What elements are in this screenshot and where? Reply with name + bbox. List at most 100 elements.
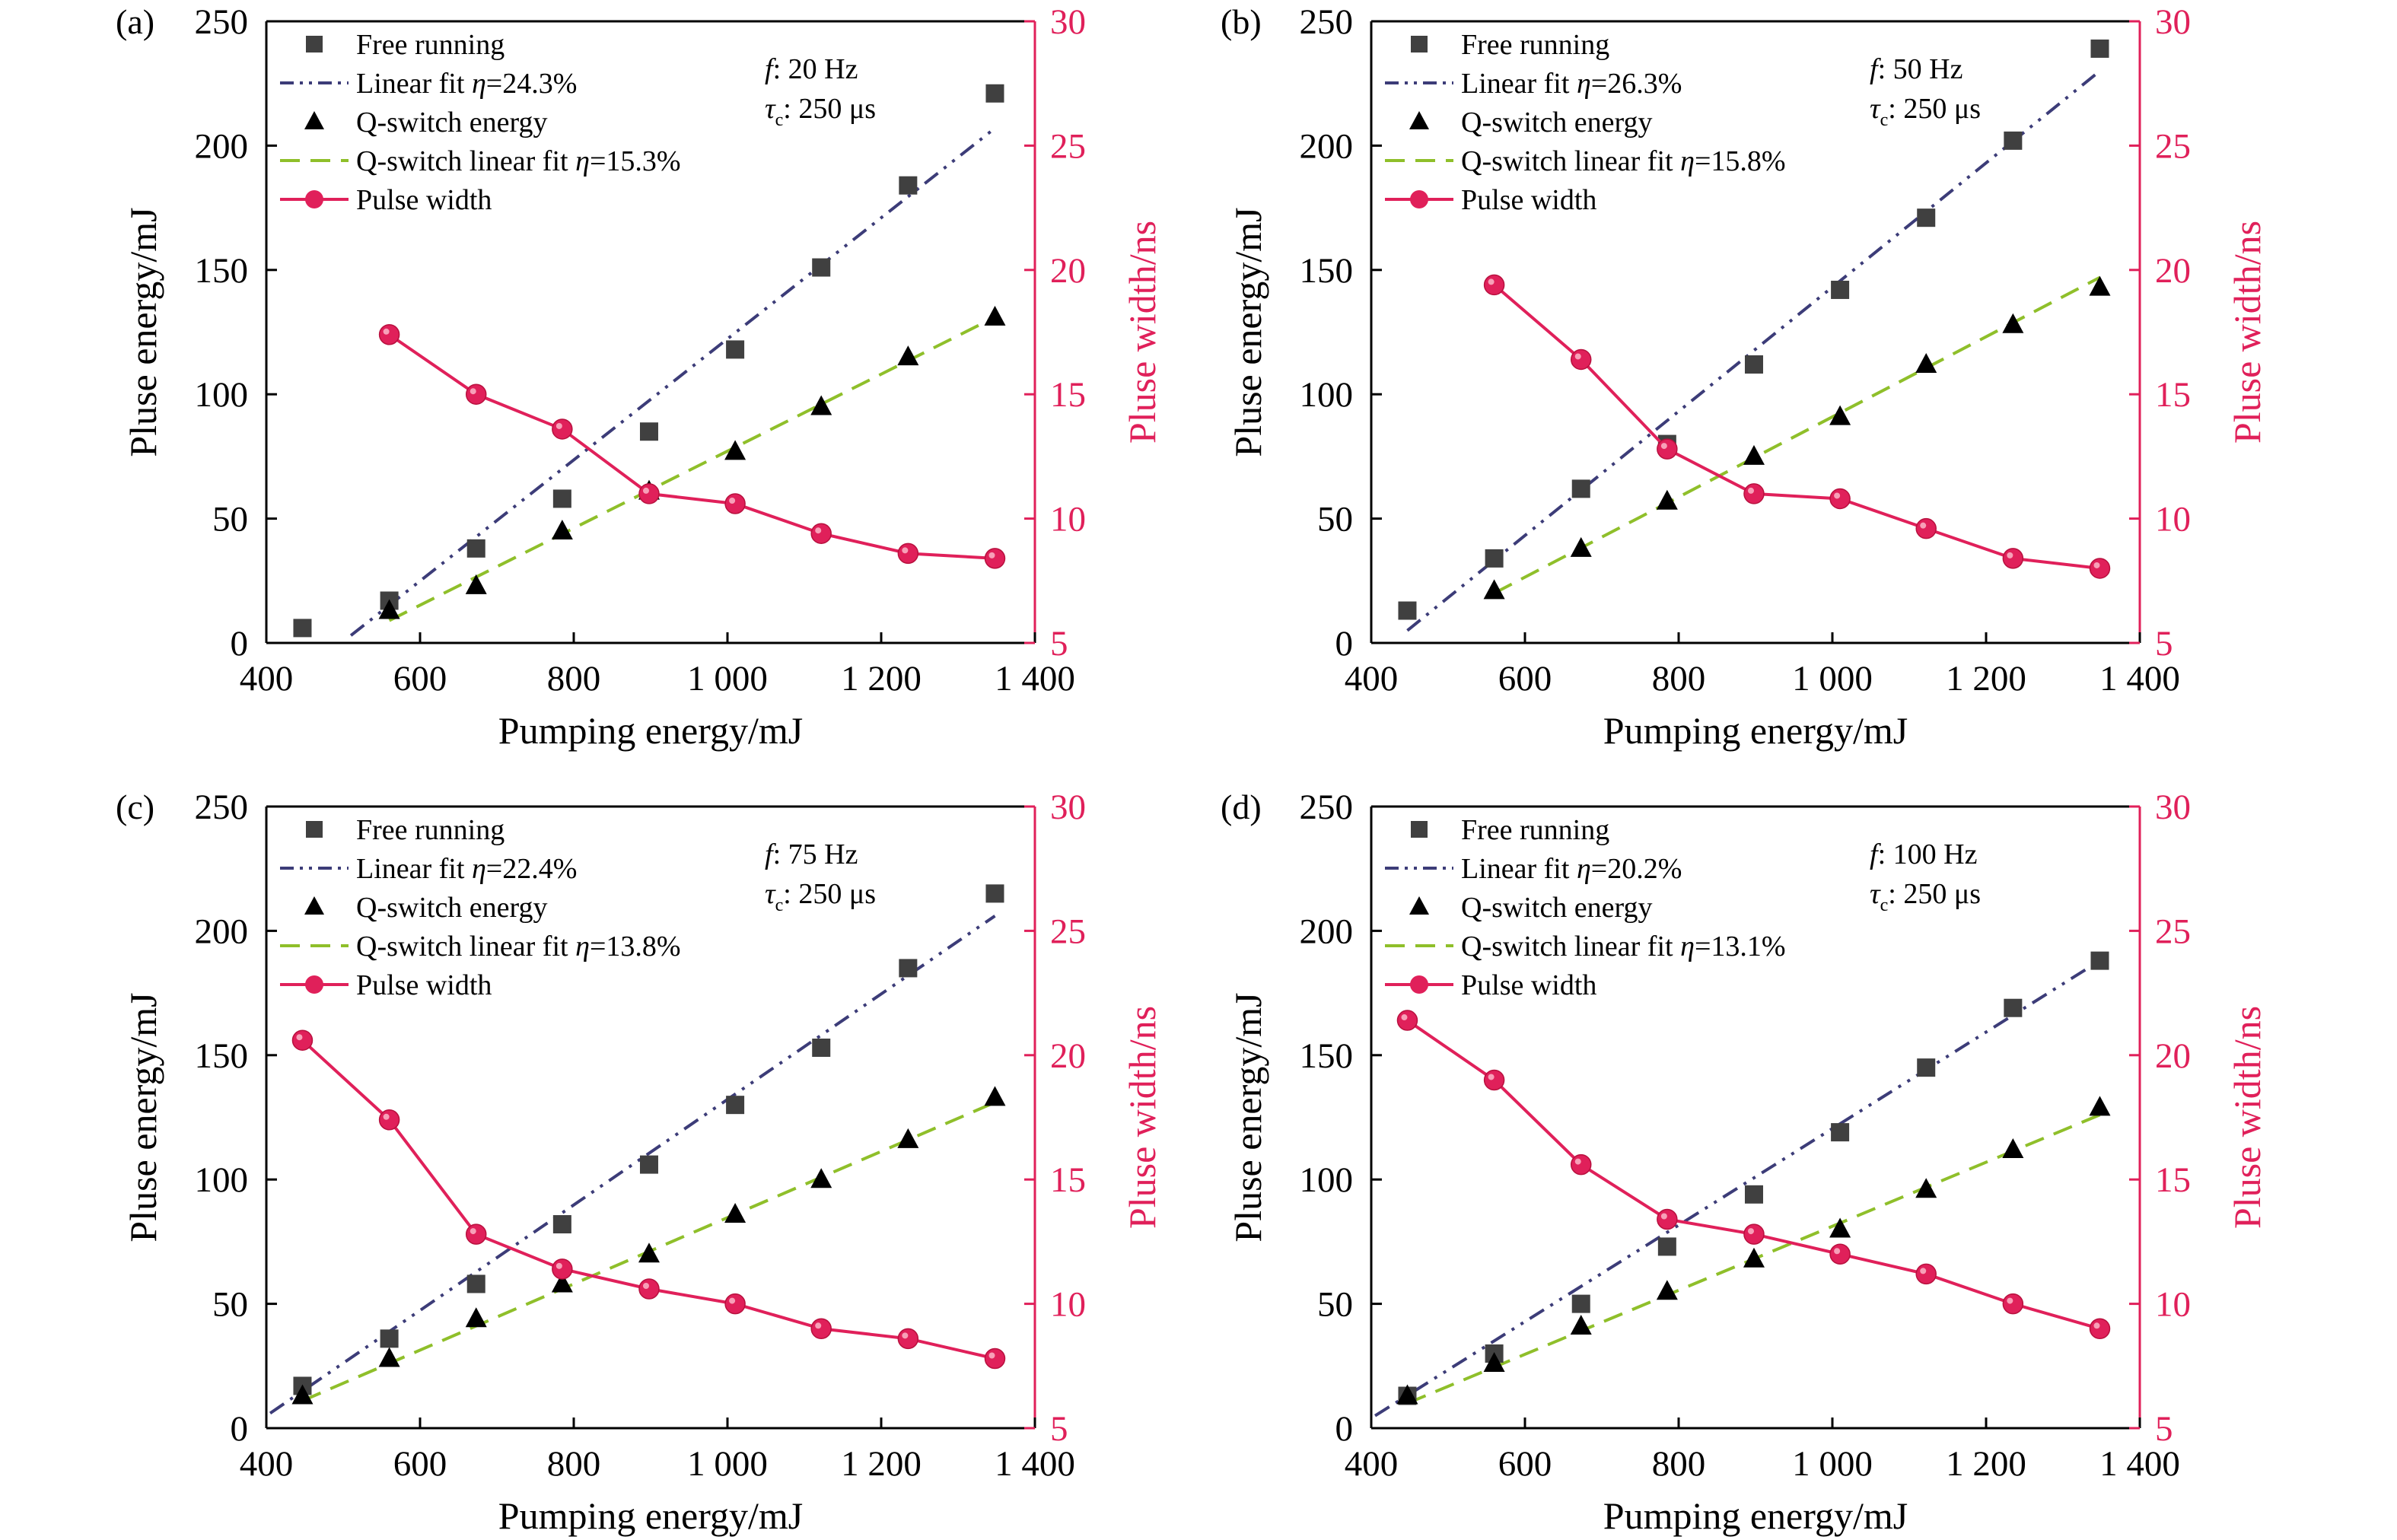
right-y-tick-label: 20 [1050, 251, 1086, 291]
right-y-axis-title: Pluse width/ns [2226, 1006, 2268, 1229]
right-y-tick-label: 20 [2155, 1036, 2191, 1076]
qswitch-energy-point [1829, 1217, 1851, 1238]
x-tick-label: 1 400 [995, 659, 1075, 698]
qswitch-energy-point [897, 1128, 919, 1148]
left-y-axis-title: Pluse energy/mJ [1227, 992, 1269, 1242]
x-tick-label: 600 [393, 659, 447, 698]
right-y-tick-label: 30 [1050, 788, 1086, 827]
qswitch-energy-point [2089, 275, 2111, 296]
pulse-width-point [552, 1258, 573, 1280]
qswitch-fit-line [1493, 275, 2101, 595]
pulse-width-point [1570, 1153, 1592, 1176]
x-tick-label: 400 [1345, 659, 1399, 698]
legend-pulse-width-marker [305, 190, 323, 208]
legend-pulse-width-marker [305, 975, 323, 994]
pulse-width-point [1915, 517, 1937, 539]
free-running-point [1831, 1123, 1850, 1142]
pulse-width-point [1915, 1263, 1937, 1285]
panel-label: (c) [116, 788, 154, 826]
left-y-tick-label: 150 [1300, 251, 1354, 291]
right-y-tick-label: 20 [1050, 1036, 1086, 1076]
free-running-point [726, 340, 745, 359]
qswitch-energy-point [897, 345, 919, 366]
right-y-tick-label: 25 [1050, 126, 1086, 166]
right-y-tick-label: 30 [2155, 2, 2191, 42]
qswitch-energy-point [724, 1202, 746, 1223]
free-running-point [985, 884, 1004, 903]
pulse-width-point [1483, 274, 1505, 296]
free-running-point [812, 1038, 831, 1057]
qswitch-energy-point [551, 1272, 573, 1293]
legend-free-running-marker [1411, 36, 1428, 52]
free-running-point [466, 539, 485, 558]
left-y-tick-label: 150 [195, 251, 249, 291]
pulse-width-point-highlight [1920, 522, 1927, 529]
qswitch-energy-point [551, 519, 573, 539]
pulse-width-line [1493, 283, 2100, 570]
pulse-width-point [378, 324, 400, 345]
qswitch-energy-point [1743, 1247, 1765, 1268]
free-running-point [899, 959, 918, 978]
left-y-axis-title: Pluse energy/mJ [1227, 207, 1269, 457]
free-running-point [1398, 601, 1417, 620]
left-y-axis-title: Pluse energy/mJ [122, 992, 164, 1242]
x-tick-label: 1 000 [1792, 1444, 1873, 1484]
pulse-width-point-highlight [470, 1228, 476, 1235]
right-y-tick-label: 15 [2155, 375, 2191, 415]
legend-free-running-marker [306, 36, 323, 52]
pulse-width-point-highlight [1660, 1213, 1667, 1220]
left-y-tick-label: 50 [1317, 500, 1353, 539]
pulse-width-point-highlight [642, 1282, 649, 1289]
pulse-width-point-highlight [470, 388, 476, 395]
pulse-width-point [638, 483, 660, 504]
x-tick-label: 600 [1498, 1444, 1552, 1484]
pulse-width-point-highlight [902, 1332, 909, 1339]
pulse-width-point [291, 1029, 314, 1051]
pulse-width-point-highlight [988, 552, 995, 558]
x-tick-label: 800 [1652, 659, 1706, 698]
x-tick-label: 1 000 [687, 659, 768, 698]
free-running-point [2004, 131, 2023, 150]
left-y-tick-label: 250 [195, 788, 249, 827]
pulse-width-point [465, 1223, 487, 1245]
pulse-width-point [2002, 1293, 2024, 1315]
left-y-tick-label: 100 [1300, 1160, 1354, 1200]
pulse-width-point [2089, 1318, 2111, 1340]
x-tick-label: 800 [547, 659, 601, 698]
qswitch-energy-point [1570, 536, 1592, 557]
pulse-width-line [1406, 1019, 2101, 1331]
left-y-tick-label: 100 [195, 1160, 249, 1200]
pulse-width-point-highlight [555, 1262, 562, 1269]
pulse-width-point-highlight [1834, 492, 1841, 499]
pulse-width-point-highlight [1574, 1158, 1581, 1165]
legend-free-running-marker [306, 821, 323, 838]
legend-qswitch-energy-label: Q-switch energy [1461, 107, 1653, 138]
right-y-tick-label: 15 [2155, 1160, 2191, 1200]
left-y-tick-label: 250 [195, 2, 249, 42]
pulse-width-point-highlight [1834, 1248, 1841, 1255]
pulse-width-point-highlight [1920, 1268, 1927, 1274]
legend-linear-fit-label: Linear fit η=24.3% [356, 68, 577, 100]
right-y-tick-label: 5 [1050, 624, 1068, 663]
x-tick-label: 1 000 [1792, 659, 1873, 698]
x-tick-label: 1 200 [1946, 659, 2026, 698]
x-axis-title: Pumping energy/mJ [1603, 709, 1908, 752]
legend-free-running-label: Free running [356, 814, 505, 846]
x-tick-label: 1 200 [1946, 1444, 2026, 1484]
left-y-tick-label: 0 [231, 1409, 249, 1449]
pulse-width-line [388, 333, 995, 560]
x-tick-label: 400 [240, 659, 294, 698]
pulse-width-point [465, 383, 487, 405]
qswitch-energy-point [984, 1086, 1006, 1106]
x-tick-label: 1 400 [995, 1444, 1075, 1484]
pulse-width-point-highlight [1488, 1074, 1495, 1080]
pulse-width-point [724, 493, 746, 514]
pulse-width-point [1483, 1069, 1505, 1091]
qswitch-energy-point [1743, 444, 1765, 465]
free-running-point [812, 258, 831, 277]
left-y-tick-label: 100 [1300, 375, 1354, 415]
legend-qswitch-energy-marker [1409, 111, 1429, 129]
legend-free-running-label: Free running [1461, 29, 1609, 61]
x-tick-label: 1 200 [841, 1444, 922, 1484]
free-running-point [985, 84, 1004, 103]
